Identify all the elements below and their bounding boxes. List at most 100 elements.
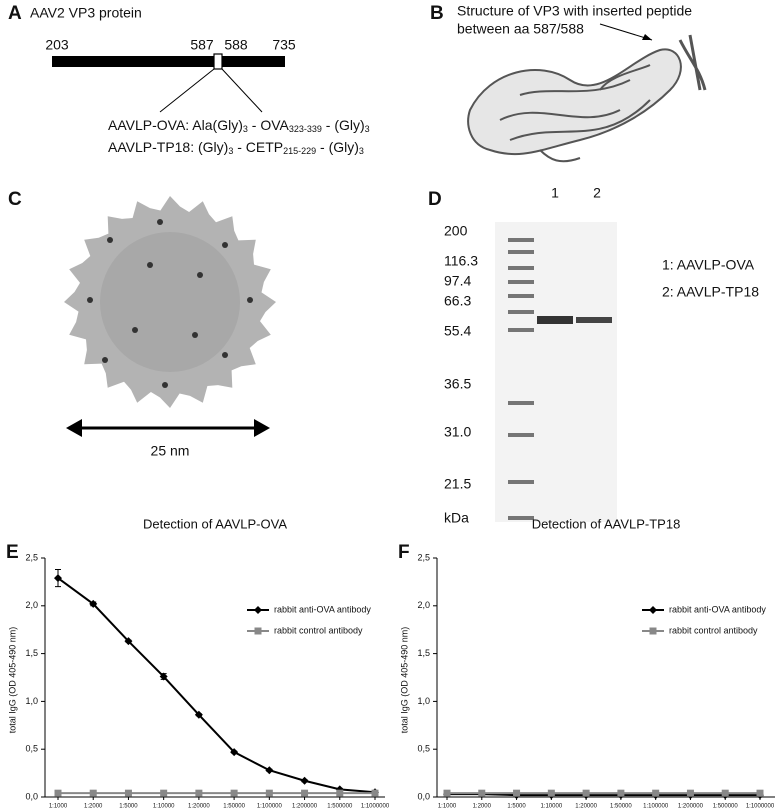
ladder-band bbox=[508, 266, 534, 270]
legend-entry: 1: AAVLP-OVA bbox=[662, 257, 755, 273]
x-tick-label: 1:500000 bbox=[713, 804, 739, 810]
marker-label: 21.5 bbox=[444, 476, 471, 492]
y-axis-label: total IgG (OD 405-490 nm) bbox=[7, 627, 17, 734]
legend-entry: 2: AAVLP-TP18 bbox=[662, 284, 759, 300]
x-tick-label: 1:1000000 bbox=[361, 804, 390, 810]
scale-label: 25 nm bbox=[151, 443, 190, 459]
point bbox=[652, 789, 660, 797]
x-tick-label: 1:1000000 bbox=[746, 804, 775, 810]
protein-structure bbox=[467, 34, 707, 163]
capsid-spot bbox=[162, 382, 168, 388]
point bbox=[443, 789, 451, 797]
panel-letter: E bbox=[6, 542, 19, 563]
x-tick-label: 1:5000 bbox=[119, 804, 138, 810]
marker-label: 31.0 bbox=[444, 424, 471, 440]
capsid-spot bbox=[157, 219, 163, 225]
sample-band bbox=[576, 317, 612, 323]
subscript: 3 bbox=[243, 124, 248, 134]
legend-marker bbox=[649, 606, 657, 614]
subscript: 3 bbox=[359, 146, 364, 156]
x-tick-label: 1:1000 bbox=[49, 804, 68, 810]
chart-title: Detection of AAVLP-TP18 bbox=[532, 516, 681, 531]
y-tick-label: 1,0 bbox=[25, 696, 38, 706]
text-part: - (Gly) bbox=[316, 139, 359, 155]
capsid bbox=[64, 196, 276, 408]
lane-label: 1 bbox=[551, 185, 559, 201]
caption: between aa 587/588 bbox=[457, 21, 584, 37]
ladder-band bbox=[508, 238, 534, 242]
capsid-spot bbox=[247, 297, 253, 303]
ladder-band bbox=[508, 328, 534, 332]
y-tick-label: 2,5 bbox=[417, 552, 430, 562]
subscript: 215-229 bbox=[283, 146, 316, 156]
point bbox=[124, 789, 132, 797]
point bbox=[54, 574, 62, 583]
ladder-band bbox=[508, 433, 534, 437]
series-line bbox=[447, 793, 760, 797]
subscript: 3 bbox=[228, 146, 233, 156]
point bbox=[301, 789, 309, 797]
marker-label: 66.3 bbox=[444, 293, 471, 309]
x-tick-label: 1:2000 bbox=[473, 804, 492, 810]
capsid-core bbox=[100, 232, 240, 372]
marker-label: 55.4 bbox=[444, 323, 471, 339]
y-tick-label: 2,0 bbox=[25, 600, 38, 610]
arrow bbox=[599, 23, 653, 41]
legend-marker bbox=[254, 606, 262, 614]
capsid-spot bbox=[192, 332, 198, 338]
point bbox=[371, 789, 379, 797]
capsid-spot bbox=[107, 237, 113, 243]
panel-letter: F bbox=[398, 542, 410, 563]
protein-bar bbox=[52, 56, 285, 67]
point bbox=[336, 789, 344, 797]
point bbox=[513, 789, 521, 797]
ladder-band bbox=[508, 401, 534, 405]
point bbox=[617, 789, 625, 797]
x-tick-label: 1:50000 bbox=[223, 804, 245, 810]
ladder-band bbox=[508, 480, 534, 484]
point bbox=[159, 672, 168, 681]
capsid-spot bbox=[132, 327, 138, 333]
text-part: - OVA bbox=[248, 117, 290, 133]
position-label: 203 bbox=[45, 37, 69, 53]
x-tick-label: 1:20000 bbox=[188, 804, 210, 810]
text-part: AAVLP-TP18: (Gly) bbox=[108, 139, 228, 155]
y-tick-label: 1,5 bbox=[417, 648, 430, 658]
legend-marker bbox=[254, 627, 262, 635]
series-line bbox=[57, 577, 376, 794]
point bbox=[194, 710, 203, 719]
point bbox=[300, 776, 309, 785]
panel-letter: C bbox=[8, 189, 22, 210]
point bbox=[265, 766, 274, 775]
text-part: AAVLP-OVA: Ala(Gly) bbox=[108, 117, 243, 133]
subscript: 323-339 bbox=[289, 124, 322, 134]
ladder-band bbox=[508, 310, 534, 314]
arrowhead bbox=[642, 34, 652, 40]
y-axis-label: total IgG (OD 405-490 nm) bbox=[399, 627, 409, 734]
point bbox=[54, 789, 62, 797]
y-tick-label: 0,5 bbox=[25, 744, 38, 754]
marker-label: 97.4 bbox=[444, 273, 471, 289]
x-tick-label: 1:100000 bbox=[257, 804, 283, 810]
legend-entry: rabbit control antibody bbox=[274, 625, 363, 635]
point bbox=[582, 789, 590, 797]
subscript: 3 bbox=[365, 124, 370, 134]
point bbox=[478, 789, 486, 797]
point bbox=[195, 789, 203, 797]
text-part: - (Gly) bbox=[322, 117, 365, 133]
y-tick-label: 1,5 bbox=[25, 648, 38, 658]
point bbox=[230, 748, 239, 757]
insert-site bbox=[213, 53, 223, 70]
construct-label: AAVLP-OVA: Ala(Gly)3 - OVA323-339 - (Gly… bbox=[108, 117, 370, 135]
position-label: 587 bbox=[190, 37, 214, 53]
ladder-band bbox=[508, 280, 534, 284]
y-tick-label: 2,0 bbox=[417, 600, 430, 610]
position-label: 588 bbox=[224, 37, 248, 53]
legend-entry: rabbit control antibody bbox=[669, 625, 758, 635]
point bbox=[721, 789, 729, 797]
arrowhead bbox=[254, 419, 270, 437]
y-tick-label: 0,5 bbox=[417, 744, 430, 754]
gel-bands bbox=[508, 238, 612, 520]
point bbox=[160, 789, 168, 797]
